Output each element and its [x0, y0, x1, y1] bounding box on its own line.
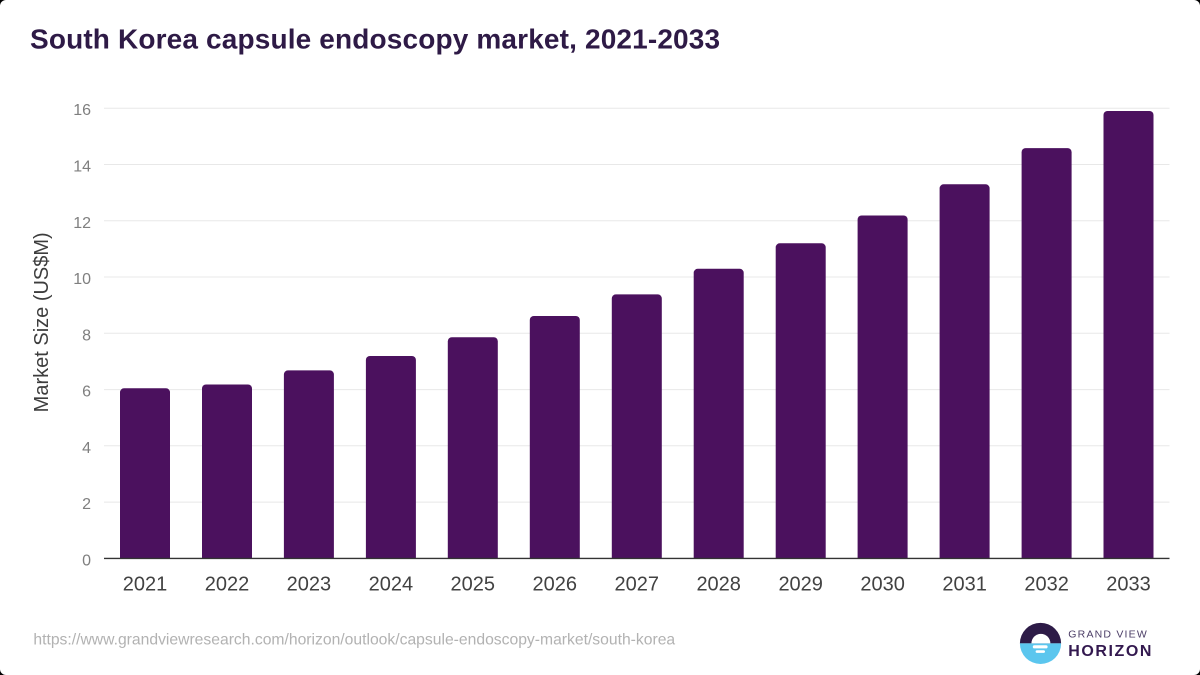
svg-text:https://www.grandviewresearch.: https://www.grandviewresearch.com/horizo…: [33, 632, 675, 649]
svg-text:2028: 2028: [696, 574, 741, 596]
svg-text:14: 14: [73, 159, 91, 176]
svg-text:2026: 2026: [533, 574, 578, 596]
svg-text:2021: 2021: [123, 574, 168, 596]
svg-text:GRAND VIEW: GRAND VIEW: [1068, 629, 1148, 641]
svg-text:6: 6: [82, 384, 91, 401]
svg-text:2022: 2022: [205, 574, 250, 596]
svg-text:16: 16: [73, 102, 91, 119]
svg-text:2031: 2031: [942, 574, 987, 596]
svg-text:0: 0: [82, 552, 91, 569]
svg-text:HORIZON: HORIZON: [1068, 643, 1153, 660]
svg-text:2027: 2027: [615, 574, 660, 596]
svg-text:2032: 2032: [1024, 574, 1069, 596]
svg-text:4: 4: [82, 440, 91, 457]
svg-text:2030: 2030: [860, 574, 905, 596]
svg-text:2: 2: [82, 496, 91, 513]
svg-text:2023: 2023: [287, 574, 332, 596]
svg-text:2029: 2029: [778, 574, 823, 596]
svg-text:South Korea capsule endoscopy: South Korea capsule endoscopy market, 20…: [30, 24, 720, 55]
svg-text:8: 8: [82, 327, 91, 344]
svg-text:2033: 2033: [1106, 574, 1151, 596]
svg-text:10: 10: [73, 271, 91, 288]
svg-text:12: 12: [73, 215, 91, 232]
svg-text:2024: 2024: [369, 574, 414, 596]
svg-text:Market Size (US$M): Market Size (US$M): [31, 232, 53, 412]
svg-text:2025: 2025: [451, 574, 496, 596]
